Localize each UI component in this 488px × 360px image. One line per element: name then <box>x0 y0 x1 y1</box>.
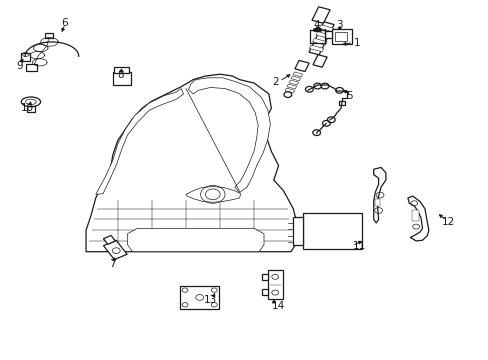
Bar <box>374 199 379 206</box>
Bar <box>338 101 345 105</box>
Bar <box>180 286 219 309</box>
Text: 7: 7 <box>109 259 116 269</box>
Polygon shape <box>308 45 323 52</box>
Bar <box>113 72 131 85</box>
Polygon shape <box>373 167 385 223</box>
Polygon shape <box>96 89 183 194</box>
Polygon shape <box>407 196 428 241</box>
Polygon shape <box>103 240 127 260</box>
Polygon shape <box>319 25 333 32</box>
Polygon shape <box>288 80 298 85</box>
Bar <box>21 53 30 60</box>
Text: 12: 12 <box>441 217 454 227</box>
Polygon shape <box>285 88 294 93</box>
Text: 6: 6 <box>61 18 67 28</box>
Bar <box>267 270 282 299</box>
Bar <box>44 33 53 39</box>
Bar <box>325 31 331 39</box>
Text: 10: 10 <box>21 103 34 113</box>
Text: 4: 4 <box>313 20 319 30</box>
Text: 1: 1 <box>353 38 359 48</box>
Text: 2: 2 <box>271 77 278 87</box>
Bar <box>334 32 346 41</box>
Bar <box>262 274 267 280</box>
Polygon shape <box>290 76 300 81</box>
Bar <box>293 217 303 245</box>
Polygon shape <box>312 38 326 45</box>
Bar <box>411 211 418 221</box>
Bar <box>27 106 35 112</box>
Polygon shape <box>308 22 333 55</box>
Polygon shape <box>294 60 308 72</box>
Ellipse shape <box>25 99 36 104</box>
Text: 13: 13 <box>203 295 217 305</box>
Bar <box>303 213 361 249</box>
Polygon shape <box>188 78 270 193</box>
Text: 14: 14 <box>271 301 285 311</box>
Polygon shape <box>286 84 296 89</box>
Text: 3: 3 <box>336 20 342 30</box>
Polygon shape <box>311 7 329 23</box>
Bar <box>26 64 37 71</box>
Polygon shape <box>185 186 240 202</box>
Text: 5: 5 <box>346 91 352 101</box>
Ellipse shape <box>21 97 41 107</box>
Text: 9: 9 <box>16 61 22 71</box>
Polygon shape <box>292 72 302 77</box>
Polygon shape <box>315 32 330 39</box>
Bar <box>262 289 267 296</box>
Polygon shape <box>127 228 264 252</box>
Bar <box>114 67 129 73</box>
Text: 8: 8 <box>117 70 123 80</box>
Bar <box>331 30 351 44</box>
Text: 11: 11 <box>352 241 365 251</box>
Polygon shape <box>103 235 115 244</box>
Polygon shape <box>86 74 300 252</box>
Polygon shape <box>312 55 326 67</box>
